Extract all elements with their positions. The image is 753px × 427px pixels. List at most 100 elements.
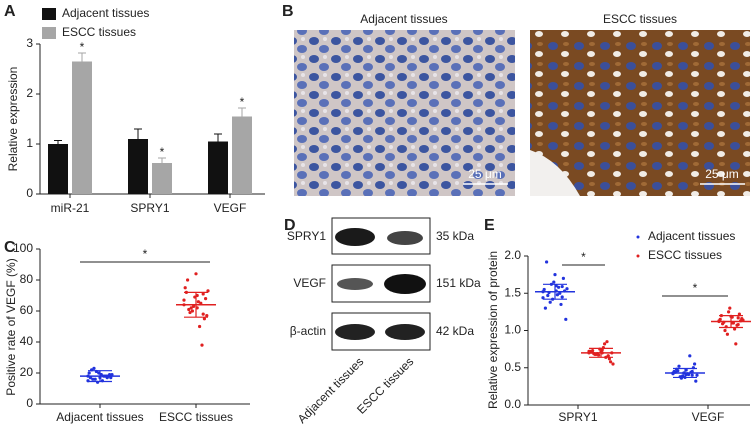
legend-label: Adjacent tissues [62,6,149,20]
panel-letter: A [4,3,16,20]
error-bar [134,128,142,139]
data-point [541,296,545,300]
data-point [560,284,564,289]
data-point [561,276,566,280]
x-tick-label: VEGF [214,201,247,215]
legend-label: Adjacent tissues [648,229,735,243]
sd-bar [88,370,112,383]
data-point [187,307,191,312]
data-point [553,273,557,277]
panel-letter: E [484,217,495,234]
sd-bar [589,347,613,358]
data-point [542,287,546,292]
data-point [204,297,208,301]
data-point [202,317,206,321]
y-tick-label: 1.5 [504,285,521,299]
data-point [725,332,730,336]
data-point [198,324,202,329]
data-point [603,342,607,346]
lane-label: Adjacent tissues [295,354,367,426]
data-point [205,314,209,318]
y-axis-label: Relative expression of protein [486,251,500,409]
blot-size: 151 kDa [436,276,481,290]
data-point [597,353,601,357]
data-point [108,372,112,377]
bar [232,116,252,194]
y-tick-label: 0 [26,186,33,200]
panel-letter: B [282,3,294,20]
data-point [690,373,694,377]
y-axis-label: Positive rate of VEGF (%) [4,258,18,395]
data-point [728,306,732,310]
panel-letter: D [284,217,296,234]
x-tick-label: SPRY1 [130,201,169,215]
x-tick-label: SPRY1 [558,410,597,424]
data-point [607,357,612,361]
data-point [189,306,193,310]
significance: * [80,40,85,54]
error-bar [158,157,166,163]
x-tick-label: ESCC tissues [159,410,233,424]
data-point [110,372,114,377]
data-point [200,343,204,347]
x-tick-label: VEGF [692,410,725,424]
data-point [681,374,685,378]
tissue-gap [530,150,580,196]
bar [72,61,92,194]
significance: * [693,281,698,295]
scale-bar-label: 25 μm [468,167,502,181]
micrograph [294,30,515,196]
y-tick-label: 0 [26,396,33,410]
data-point [92,366,96,370]
image-title: Adjacent tissues [360,12,447,26]
blot-label: β-actin [290,324,326,338]
data-point [545,260,549,264]
legend-marker [636,235,640,239]
data-point [565,287,569,291]
scale-bar-label: 25 μm [705,167,739,181]
data-point [206,289,210,293]
significance: * [160,145,165,159]
data-point [196,300,200,304]
data-point [733,327,737,331]
data-point [723,328,727,333]
y-tick-label: 2 [26,86,33,100]
western-blot [331,217,431,351]
legend-swatch [42,27,56,39]
data-point [548,300,552,304]
micrograph [530,30,750,196]
data-point [194,272,198,276]
data-point [188,310,192,315]
y-tick-label: 3 [26,36,33,50]
y-tick-label: 100 [13,241,33,255]
data-point [727,310,731,314]
sd-bar [719,315,743,329]
bar [152,163,172,194]
y-tick-label: 40 [20,334,34,348]
data-point [605,340,609,344]
data-point [695,373,699,377]
data-point [87,371,91,375]
data-point [201,292,205,296]
data-point [186,278,190,282]
data-point [564,317,568,321]
data-point [546,293,550,298]
data-point [190,309,194,313]
error-bar [214,133,222,142]
y-tick-label: 20 [20,365,34,379]
data-point [557,285,561,289]
y-tick-label: 0.0 [504,397,521,411]
y-axis-label: Relative expression [6,67,20,172]
data-point [676,369,680,373]
data-point [182,298,186,302]
error-bar [54,140,62,144]
sd-bar [543,283,567,300]
data-point [609,360,613,364]
image-title: ESCC tissues [603,12,677,26]
legend-label: ESCC tissues [648,248,722,262]
data-point [201,312,205,316]
legend-label: ESCC tissues [62,25,136,39]
y-tick-label: 1.0 [504,323,521,337]
data-point [734,342,738,346]
